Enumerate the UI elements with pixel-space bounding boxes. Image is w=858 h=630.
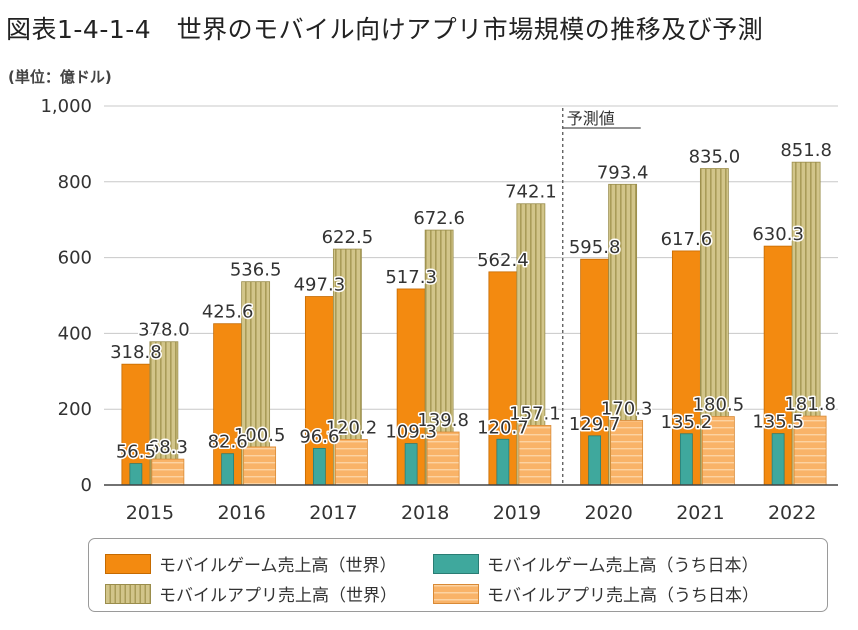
x-axis: 2015 2016 2017 2018 2019 2020 2021 2022: [104, 484, 838, 524]
data-label-app-japan-2020: 170.3: [601, 398, 653, 419]
bar-app-japan-2015: [151, 458, 185, 486]
forecast-label: 予測値: [567, 109, 615, 128]
legend-item-app-japan: モバイルアプリ売上高（うち日本）: [433, 581, 759, 606]
data-label-game-world-2015: 318.8: [110, 342, 162, 363]
x-tick-label: 2018: [401, 502, 449, 524]
legend-item-app-world: モバイルアプリ売上高（世界）: [105, 581, 397, 606]
data-label-game-world-2017: 497.3: [294, 275, 346, 296]
bar-app-japan-2018: [426, 431, 460, 486]
data-label-app-japan-2017: 120.2: [326, 417, 378, 438]
y-tick-label: 0: [81, 475, 92, 496]
data-label-game-japan-2019: 120.7: [477, 417, 529, 438]
data-label-game-japan-2022: 135.5: [752, 412, 804, 433]
bar-app-japan-2020: [610, 420, 644, 486]
y-tick-label: 600: [58, 248, 92, 269]
legend-swatch-app-japan: [433, 583, 479, 604]
data-label-app-world-2016: 536.5: [230, 260, 282, 281]
data-label-game-world-2022: 630.3: [752, 224, 804, 245]
bar-game-japan-2016: [221, 453, 235, 486]
x-tick-label: 2019: [493, 502, 541, 524]
data-label-game-world-2020: 595.8: [569, 237, 621, 258]
data-label-game-japan-2015: 56.5: [116, 442, 156, 463]
data-label-app-world-2015: 378.0: [138, 320, 190, 341]
legend-label-game-japan: モバイルゲーム売上高（うち日本）: [487, 556, 759, 576]
legend-swatch-game-japan: [433, 553, 479, 574]
data-label-app-world-2020: 793.4: [597, 162, 649, 183]
data-label-app-japan-2022: 181.8: [784, 394, 836, 415]
data-label-game-japan-2016: 82.6: [208, 432, 248, 453]
x-tick-label: 2017: [309, 502, 357, 524]
data-label-app-world-2021: 835.0: [689, 147, 741, 168]
x-tick-label: 2020: [584, 502, 632, 524]
y-axis: 0 200 400 600 800 1,000: [40, 96, 92, 496]
data-label-app-world-2022: 851.8: [780, 140, 832, 161]
bar-app-japan-2016: [243, 446, 277, 486]
bar-app-japan-2021: [701, 416, 735, 486]
y-tick-label: 400: [58, 323, 92, 344]
bar-game-japan-2021: [679, 433, 693, 486]
data-label-game-japan-2018: 109.3: [385, 422, 437, 443]
legend: モバイルゲーム売上高（世界） モバイルゲーム売上高（うち日本） モバイルアプリ売…: [88, 538, 828, 612]
y-tick-label: 1,000: [40, 96, 92, 117]
legend-item-game-japan: モバイルゲーム売上高（うち日本）: [433, 551, 759, 576]
data-label-app-world-2018: 672.6: [413, 208, 465, 229]
legend-label-game-world: モバイルゲーム売上高（世界）: [159, 556, 397, 576]
data-label-game-world-2018: 517.3: [385, 267, 437, 288]
x-tick-label: 2022: [768, 502, 816, 524]
data-label-app-japan-2021: 180.5: [693, 395, 745, 416]
data-label-app-world-2017: 622.5: [322, 227, 374, 248]
legend-label-app-japan: モバイルアプリ売上高（うち日本）: [487, 586, 759, 606]
bar-app-japan-2019: [518, 425, 552, 486]
x-tick-label: 2015: [126, 502, 174, 524]
bar-game-japan-2018: [404, 443, 418, 486]
data-label-game-world-2016: 425.6: [202, 302, 254, 323]
legend-swatch-game-world: [105, 553, 151, 574]
data-label-game-japan-2021: 135.2: [661, 412, 713, 433]
data-label-app-japan-2019: 157.1: [509, 403, 561, 424]
forecast-marker: 予測値: [562, 108, 641, 485]
bar-game-japan-2017: [312, 447, 326, 486]
bar-game-japan-2019: [496, 438, 510, 486]
data-label-game-japan-2017: 96.6: [299, 426, 339, 447]
y-tick-label: 800: [58, 172, 92, 193]
y-tick-label: 200: [58, 399, 92, 420]
legend-swatch-app-world: [105, 583, 151, 604]
x-tick-label: 2021: [676, 502, 724, 524]
data-label-app-japan-2016: 100.5: [234, 425, 286, 446]
legend-item-game-world: モバイルゲーム売上高（世界）: [105, 551, 397, 576]
chart-title: 図表1-4-1-4 世界のモバイル向けアプリ市場規模の推移及び予測: [6, 15, 764, 44]
data-label-app-world-2019: 742.1: [505, 182, 557, 203]
data-label-game-japan-2020: 129.7: [569, 414, 621, 435]
data-label-app-japan-2015: 68.3: [148, 437, 188, 458]
bar-game-japan-2020: [588, 435, 602, 486]
bars: [121, 161, 827, 486]
unit-label: (単位：億ドル): [8, 68, 112, 86]
data-label-game-world-2021: 617.6: [661, 229, 713, 250]
x-tick-label: 2016: [217, 502, 265, 524]
bar-game-japan-2015: [129, 463, 143, 486]
data-label-app-japan-2018: 139.8: [417, 410, 469, 431]
bar-game-japan-2022: [771, 433, 785, 486]
legend-label-app-world: モバイルアプリ売上高（世界）: [159, 586, 397, 606]
bar-app-japan-2017: [334, 439, 368, 486]
data-label-game-world-2019: 562.4: [477, 250, 529, 271]
